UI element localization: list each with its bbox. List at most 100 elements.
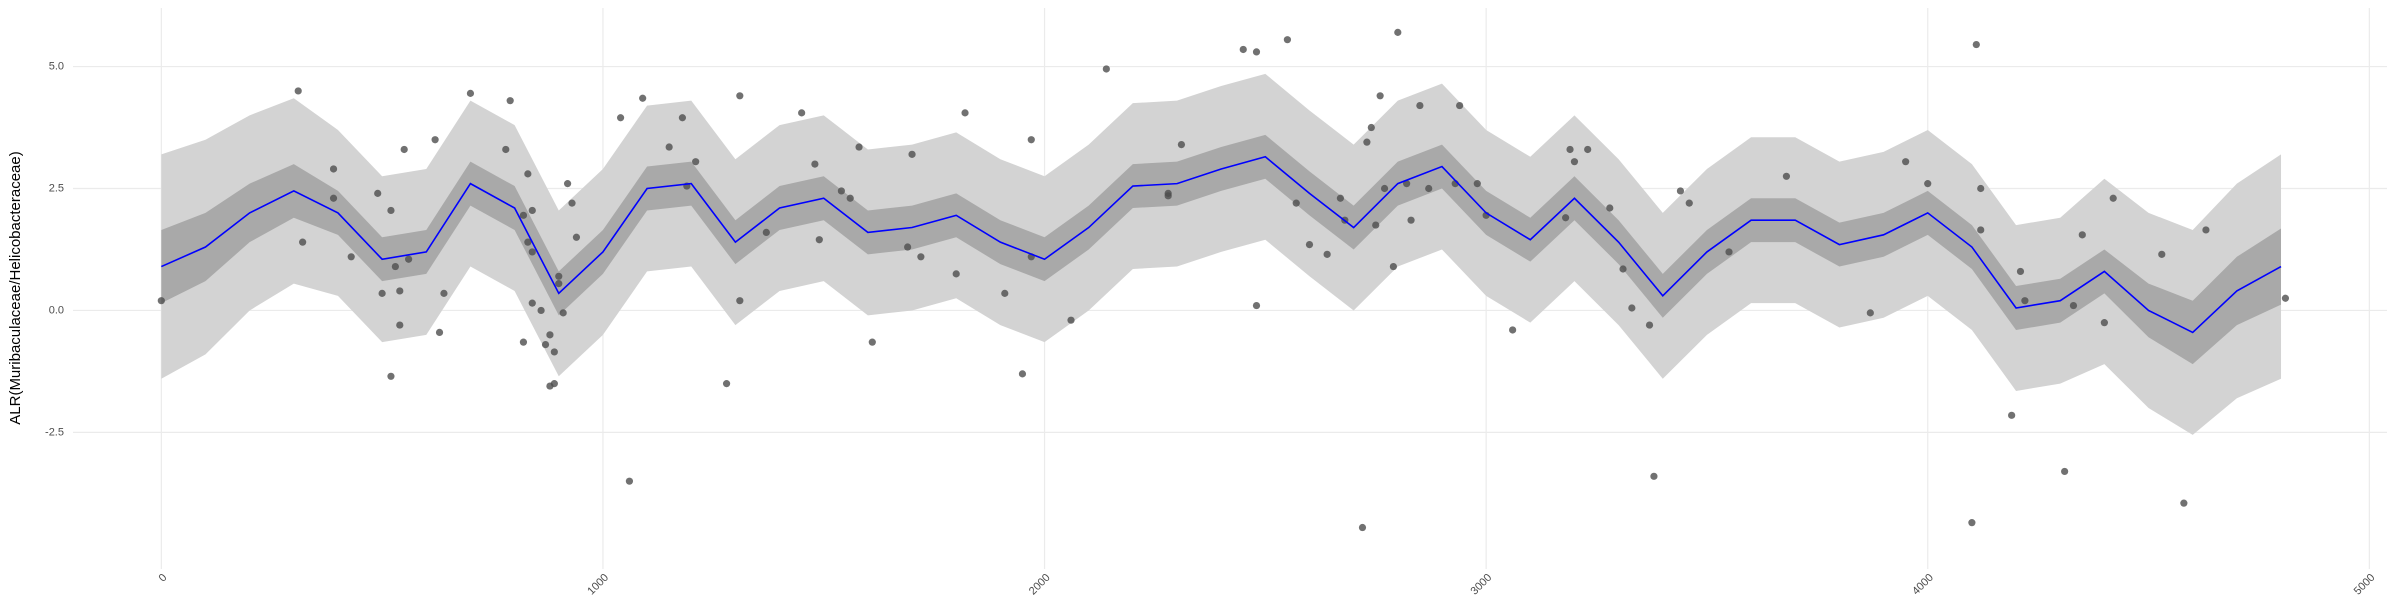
data-point bbox=[2069, 301, 2078, 310]
data-point bbox=[1403, 180, 1411, 188]
data-point bbox=[868, 338, 876, 346]
data-point bbox=[347, 253, 355, 261]
y-tick-label: 5.0 bbox=[49, 60, 64, 72]
data-point bbox=[678, 114, 687, 122]
data-point bbox=[1456, 101, 1464, 110]
data-point bbox=[2008, 411, 2016, 419]
data-point bbox=[1376, 92, 1384, 100]
data-point bbox=[550, 348, 558, 356]
data-point bbox=[736, 92, 744, 100]
data-point bbox=[665, 143, 673, 151]
data-point bbox=[1425, 184, 1433, 193]
data-point bbox=[546, 331, 554, 339]
data-point bbox=[2281, 294, 2290, 302]
x-tick-label: 5000 bbox=[2352, 572, 2378, 598]
data-point bbox=[811, 160, 819, 168]
data-point bbox=[1584, 145, 1592, 154]
data-point bbox=[2202, 226, 2210, 234]
data-point bbox=[1001, 289, 1009, 297]
data-point bbox=[1645, 321, 1654, 329]
data-point bbox=[692, 158, 700, 166]
data-point bbox=[1305, 240, 1314, 249]
x-tick-label: 4000 bbox=[1910, 572, 1936, 598]
x-tick-label: 3000 bbox=[1469, 572, 1495, 598]
data-point bbox=[798, 109, 806, 117]
data-point bbox=[616, 114, 625, 122]
data-point bbox=[519, 338, 528, 346]
data-point bbox=[1018, 370, 1027, 378]
data-point bbox=[1336, 194, 1345, 202]
data-point bbox=[2158, 250, 2166, 258]
data-point bbox=[1972, 40, 1980, 49]
data-point bbox=[908, 150, 916, 158]
data-point bbox=[572, 233, 581, 241]
data-point bbox=[1606, 204, 1614, 212]
data-point bbox=[1252, 301, 1261, 310]
data-point bbox=[528, 248, 536, 256]
y-axis-label: ALR(Muribaculaceae/Helicobacteraceae) bbox=[7, 151, 24, 424]
data-point bbox=[1473, 180, 1481, 188]
data-point bbox=[1407, 216, 1415, 224]
x-tick-label: 1000 bbox=[585, 572, 611, 598]
data-point bbox=[405, 255, 413, 263]
data-point bbox=[431, 136, 439, 144]
data-point bbox=[1676, 187, 1685, 195]
data-point bbox=[541, 341, 550, 349]
data-point bbox=[1239, 45, 1247, 54]
data-point bbox=[1977, 226, 1985, 234]
data-point bbox=[524, 238, 532, 246]
mean-line bbox=[160, 155, 2282, 334]
plot-area bbox=[157, 28, 2290, 532]
data-point bbox=[1570, 158, 1579, 166]
data-point bbox=[157, 297, 165, 305]
data-point bbox=[1416, 101, 1424, 110]
data-point bbox=[528, 299, 536, 307]
data-point bbox=[559, 309, 567, 317]
data-point bbox=[639, 94, 647, 102]
data-point bbox=[1394, 28, 1402, 36]
data-point bbox=[1628, 304, 1636, 312]
data-point bbox=[387, 206, 395, 215]
data-point bbox=[1283, 36, 1292, 44]
data-point bbox=[1292, 199, 1300, 207]
data-point bbox=[2109, 194, 2117, 202]
data-point bbox=[563, 180, 572, 188]
data-point bbox=[2061, 467, 2069, 476]
data-point bbox=[1102, 65, 1110, 73]
data-point bbox=[1977, 184, 1985, 193]
data-point bbox=[550, 380, 558, 388]
data-point bbox=[506, 97, 514, 105]
inner-interval bbox=[161, 134, 2282, 365]
data-point bbox=[568, 199, 576, 207]
data-point bbox=[1924, 180, 1932, 188]
data-point bbox=[396, 287, 404, 295]
data-point bbox=[1027, 136, 1035, 144]
data-point bbox=[294, 87, 302, 95]
data-point bbox=[1252, 48, 1261, 56]
data-point bbox=[1323, 250, 1331, 258]
data-point bbox=[1782, 172, 1791, 180]
data-point bbox=[1372, 221, 1380, 229]
data-point bbox=[378, 289, 386, 297]
data-point bbox=[555, 280, 563, 288]
data-point bbox=[435, 328, 444, 337]
data-point bbox=[815, 236, 823, 244]
data-point bbox=[2078, 231, 2086, 239]
data-point bbox=[1067, 316, 1075, 324]
data-point bbox=[1177, 140, 1186, 149]
data-point bbox=[502, 145, 510, 154]
data-point bbox=[374, 189, 382, 197]
data-point bbox=[400, 145, 408, 154]
data-point bbox=[1363, 138, 1371, 146]
data-point bbox=[466, 89, 475, 97]
data-point bbox=[1367, 123, 1375, 132]
data-point bbox=[1389, 262, 1397, 271]
data-point bbox=[917, 253, 925, 261]
data-point bbox=[1902, 158, 1910, 166]
data-point bbox=[625, 477, 634, 485]
data-point bbox=[2021, 297, 2029, 305]
data-point bbox=[837, 187, 845, 195]
data-point bbox=[329, 194, 338, 202]
